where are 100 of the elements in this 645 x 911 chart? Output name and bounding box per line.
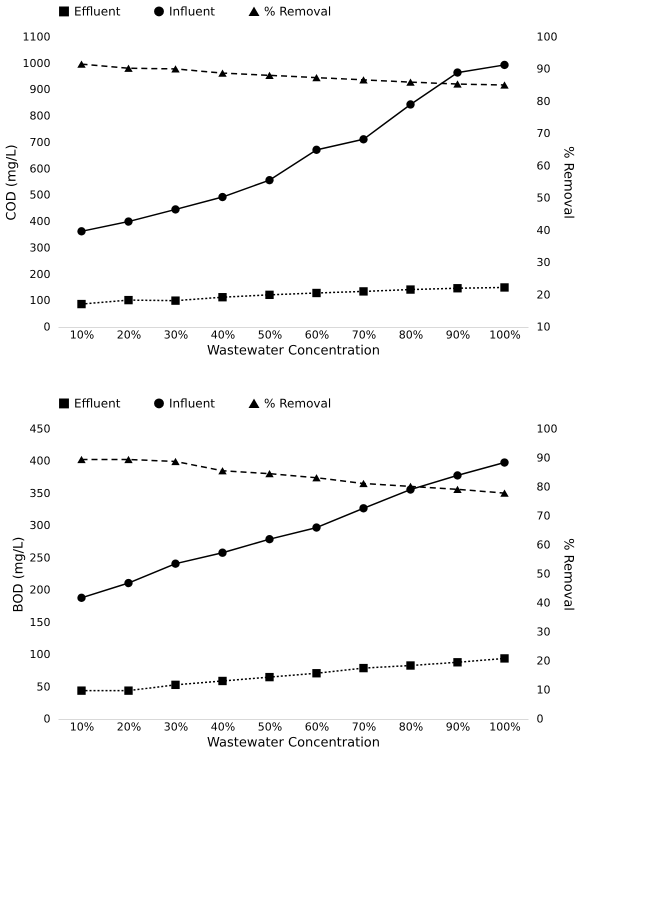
y-axis-title: COD (mg/L) — [4, 144, 20, 221]
x-axis-title: Wastewater Concentration — [207, 344, 380, 358]
y-tick-label: 900 — [30, 83, 50, 96]
x-tick-label: 50% — [258, 720, 282, 734]
point — [312, 288, 321, 298]
point — [218, 676, 227, 686]
point — [77, 227, 86, 236]
point — [406, 661, 415, 670]
x-axis-title: Wastewater Concentration — [207, 736, 380, 750]
y-tick-label: 200 — [30, 584, 50, 597]
point — [312, 74, 321, 82]
point — [500, 654, 509, 663]
y-tick-label: 1000 — [22, 56, 50, 70]
y-tick-label: 300 — [30, 519, 50, 532]
point — [124, 578, 133, 588]
point — [124, 686, 133, 695]
point — [406, 100, 415, 109]
x-tick-label: 80% — [398, 328, 424, 342]
y2-tick-label: 40 — [536, 224, 550, 237]
point — [218, 548, 227, 557]
point — [218, 293, 227, 302]
x-tick-label: 50% — [258, 328, 282, 342]
point — [453, 471, 462, 480]
point — [406, 78, 415, 86]
point — [77, 594, 86, 602]
y-tick-label: 1100 — [22, 30, 50, 44]
y2-tick-label: 90 — [536, 62, 550, 76]
y-tick-label: 200 — [30, 268, 50, 281]
y2-tick-label: 70 — [536, 510, 550, 522]
y2-tick-label: 0 — [536, 712, 544, 726]
point — [406, 285, 415, 294]
point — [312, 474, 321, 482]
point — [359, 135, 368, 144]
y-tick-label: 50 — [36, 680, 50, 694]
y2-tick-label: 20 — [536, 288, 550, 302]
x-tick-label: 40% — [210, 328, 236, 342]
y-tick-label: 250 — [30, 551, 50, 564]
x-tick-label: 30% — [164, 328, 188, 342]
x-tick-label: 20% — [116, 328, 142, 342]
y2-tick-label: 100 — [536, 422, 558, 436]
point — [171, 680, 180, 690]
x-tick-label: 10% — [70, 328, 94, 342]
y2-tick-label: 50 — [536, 192, 550, 205]
point — [500, 283, 509, 292]
point — [218, 192, 227, 202]
y-tick-label: 350 — [30, 486, 50, 500]
y2-tick-label: 80 — [536, 480, 550, 494]
point — [453, 284, 462, 292]
legend-label: Effluent — [74, 396, 121, 410]
y2-tick-label: 100 — [536, 30, 558, 44]
point — [359, 287, 368, 296]
y-axis-title: BOD (mg/L) — [12, 536, 27, 612]
point — [218, 467, 227, 474]
y-tick-label: 400 — [30, 215, 50, 228]
y2-tick-label: 20 — [536, 654, 550, 668]
x-tick-label: 60% — [304, 328, 330, 342]
y-tick-label: 600 — [30, 162, 50, 176]
point — [77, 456, 86, 464]
point — [265, 470, 274, 478]
point — [124, 456, 133, 464]
x-tick-label: 40% — [210, 720, 236, 734]
y2-tick-label: 60 — [536, 538, 550, 552]
point — [77, 300, 86, 308]
point — [171, 296, 180, 305]
y2-tick-label: 30 — [536, 256, 550, 270]
y2-tick-label: 90 — [536, 452, 550, 464]
y-tick-label: 100 — [30, 648, 50, 662]
y2-tick-label: 10 — [536, 320, 550, 334]
y-tick-label: 100 — [30, 294, 50, 308]
point — [359, 480, 368, 488]
legend-label: Effluent — [74, 4, 121, 18]
x-tick-label: 70% — [352, 328, 376, 342]
x-tick-label: 100% — [489, 720, 521, 734]
x-tick-label: 100% — [489, 328, 521, 342]
point — [359, 504, 368, 512]
x-tick-label: 80% — [398, 720, 424, 734]
point — [265, 535, 274, 544]
legend-label: % Removal — [264, 4, 332, 19]
point — [453, 68, 462, 77]
y2-tick-label: 80 — [536, 94, 550, 108]
y2-tick-label: 50 — [536, 568, 550, 580]
point — [359, 76, 368, 84]
y-tick-label: 150 — [30, 616, 50, 629]
point — [453, 486, 462, 493]
y-tick-label: 0 — [44, 320, 50, 334]
x-tick-label: 10% — [70, 720, 94, 734]
legend-label: % Removal — [264, 396, 332, 411]
y-tick-label: 0 — [44, 712, 50, 726]
legend-label: Influent — [169, 4, 216, 18]
point — [312, 669, 321, 678]
point — [453, 658, 462, 666]
y2-tick-label: 70 — [536, 127, 550, 140]
point — [500, 81, 509, 89]
point — [77, 686, 86, 695]
point — [171, 560, 180, 568]
point — [406, 485, 415, 494]
y2-tick-label: 30 — [536, 626, 550, 638]
point — [265, 672, 274, 682]
y2-tick-label: 10 — [536, 684, 550, 696]
x-tick-label: 90% — [446, 328, 470, 342]
